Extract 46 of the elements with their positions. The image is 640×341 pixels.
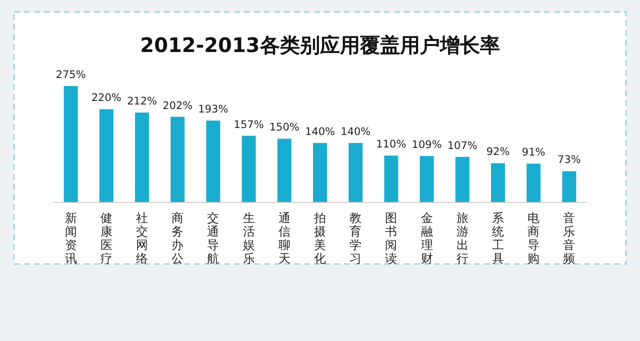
bar xyxy=(170,116,185,202)
bar xyxy=(64,86,78,202)
data-label: 220% xyxy=(91,92,122,104)
x-tick-label: 商务办公 xyxy=(172,211,184,266)
data-label: 109% xyxy=(412,139,442,152)
x-tick-label: 新闻资讯 xyxy=(64,211,77,266)
bar xyxy=(420,156,434,202)
x-tick-label: 金融理财 xyxy=(420,211,433,266)
x-tick-label: 交通导航 xyxy=(207,211,220,266)
x-tick-label: 系统工具 xyxy=(492,211,504,266)
x-tick-label: 图书阅读 xyxy=(385,211,398,266)
data-label: 140% xyxy=(304,126,336,138)
x-tick-label: 音乐音频 xyxy=(563,211,576,266)
data-label: 275% xyxy=(56,69,86,81)
data-label: 107% xyxy=(447,140,478,152)
x-tick-label: 通信聊天 xyxy=(278,211,290,266)
x-tick-label: 教育学习 xyxy=(350,211,362,266)
data-label: 110% xyxy=(376,138,406,151)
bar xyxy=(384,156,398,202)
bar xyxy=(455,156,470,202)
x-tick-label: 生活娱乐 xyxy=(242,211,255,266)
bar xyxy=(277,138,292,202)
bar xyxy=(313,142,327,202)
data-label: 92% xyxy=(486,146,510,158)
bar xyxy=(135,112,149,202)
data-label: 212% xyxy=(126,96,158,108)
bar xyxy=(206,120,220,202)
data-label: 91% xyxy=(522,146,546,159)
x-tick-label: 电商导购 xyxy=(528,211,540,266)
chart-title: 2012-2013各类别应用覆盖用户增长率 xyxy=(140,33,500,57)
data-label: 193% xyxy=(198,104,228,116)
data-label: 150% xyxy=(269,122,300,134)
data-label: 73% xyxy=(558,154,581,166)
bar xyxy=(526,164,541,202)
bar xyxy=(99,109,114,202)
x-tick-label: 健康医疗 xyxy=(100,211,112,266)
bar xyxy=(491,163,505,202)
data-label: 157% xyxy=(234,118,264,131)
data-label: 140% xyxy=(340,126,371,138)
bar xyxy=(562,171,576,202)
bar xyxy=(348,142,363,202)
x-tick-label: 社交网络 xyxy=(136,211,148,266)
bar xyxy=(242,136,256,202)
x-tick-label: 旅游出行 xyxy=(456,211,468,266)
x-tick-label: 拍摄美化 xyxy=(313,211,326,266)
data-label: 202% xyxy=(162,100,193,112)
